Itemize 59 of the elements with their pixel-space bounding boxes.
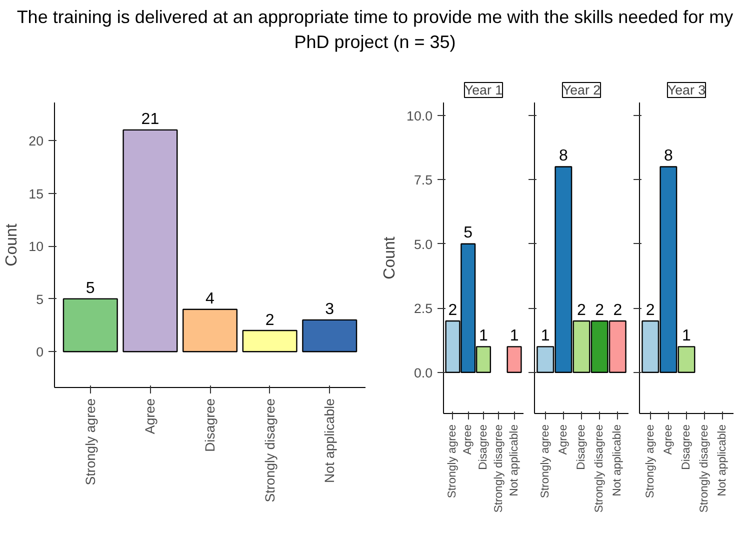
- data-label: 5: [86, 280, 95, 298]
- data-label: 2: [577, 302, 586, 319]
- bar: [122, 129, 178, 352]
- x-tick-label: Disagree: [576, 424, 588, 470]
- data-label: 2: [448, 302, 458, 319]
- data-label: 3: [325, 301, 334, 318]
- x-tick-label: Strongly agree: [82, 398, 98, 486]
- data-label: 21: [141, 111, 160, 128]
- y-axis-title: Count: [4, 223, 21, 266]
- x-tick-label: Disagree: [202, 398, 218, 452]
- data-label: 5: [464, 224, 473, 242]
- x-tick-label: Agree: [462, 424, 474, 455]
- x-tick-label: Strongly agree: [446, 424, 459, 498]
- y-tick-label: 0: [36, 344, 44, 360]
- data-label: 1: [682, 327, 692, 344]
- data-label: 2: [613, 302, 622, 319]
- chart-title: The training is delivered at an appropriate time to provide me with the skills needed for my PhD project (n = 35): [16, 6, 734, 54]
- x-tick-label: Strongly agree: [644, 424, 656, 498]
- x-tick-label: Strongly disagree: [594, 424, 606, 513]
- y-tick-label: 15: [28, 186, 44, 202]
- x-tick-label: Not applicable: [508, 424, 520, 496]
- y-tick-label: 2.5: [414, 301, 433, 316]
- data-label: 1: [540, 327, 550, 344]
- y-tick-label: 10: [28, 239, 44, 254]
- x-tick-label: Not applicable: [322, 398, 338, 483]
- x-tick-label: Not applicable: [612, 424, 624, 496]
- x-tick-label: Strongly agree: [539, 424, 552, 498]
- y-tick-label: 10.0: [406, 108, 433, 124]
- x-tick-label: Disagree: [478, 424, 490, 470]
- y-tick-label: 5: [36, 292, 44, 307]
- data-label: 2: [646, 302, 655, 319]
- y-axis-title: Count: [382, 236, 399, 280]
- x-tick-label: Strongly disagree: [698, 424, 711, 513]
- data-label: 2: [265, 312, 274, 329]
- data-label: 1: [510, 327, 519, 344]
- x-tick-label: Agree: [557, 424, 570, 455]
- chart-title: Year 2: [562, 82, 601, 98]
- y-tick-label: 20: [28, 134, 44, 148]
- x-tick-label: Agree: [662, 424, 674, 455]
- y-tick-label: 0.0: [414, 365, 433, 380]
- y-tick-label: 5.0: [414, 236, 433, 252]
- x-tick-label: Agree: [142, 398, 158, 434]
- bar: [506, 346, 522, 373]
- x-tick-label: Disagree: [680, 424, 692, 470]
- data-label: 2: [595, 302, 604, 319]
- bar: [302, 319, 358, 352]
- data-label: 8: [664, 148, 673, 165]
- chart-title: Year 3: [667, 82, 706, 98]
- data-label: 8: [558, 148, 568, 165]
- data-label: 1: [479, 327, 488, 344]
- bar: [62, 298, 118, 352]
- data-label: 4: [206, 290, 215, 308]
- x-tick-label: Strongly disagree: [492, 424, 505, 513]
- x-tick-label: Strongly disagree: [262, 398, 278, 502]
- bar: [242, 330, 298, 352]
- x-tick-label: Not applicable: [716, 424, 729, 496]
- chart-title: Year 1: [464, 82, 503, 98]
- y-tick-label: 7.5: [414, 172, 433, 188]
- bar: [182, 308, 238, 352]
